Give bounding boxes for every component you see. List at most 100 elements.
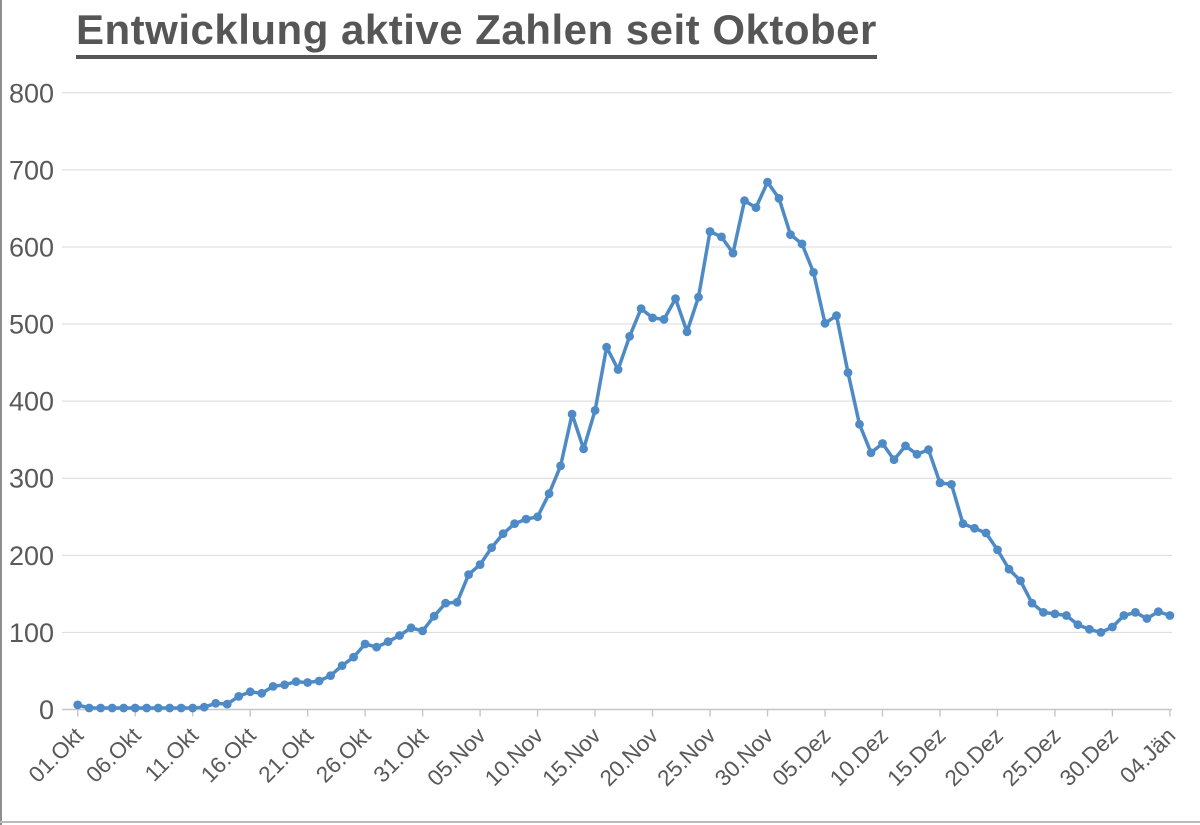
- data-point: [820, 318, 830, 328]
- data-point: [924, 445, 933, 455]
- x-tick-label: 25.Nov: [652, 722, 721, 791]
- data-point: [1050, 609, 1060, 619]
- data-point: [222, 699, 232, 709]
- data-point: [636, 304, 646, 313]
- data-point: [429, 611, 439, 621]
- data-point: [487, 543, 496, 552]
- data-point: [84, 703, 94, 713]
- data-point: [751, 203, 761, 213]
- x-tick-label: 05.Dez: [767, 723, 835, 791]
- x-tick-label: 05.Nov: [423, 722, 492, 791]
- x-tick-label: 21.Okt: [254, 722, 319, 787]
- data-point: [406, 623, 416, 633]
- data-point: [234, 692, 244, 701]
- y-tick-label: 500: [9, 310, 54, 340]
- data-point: [705, 227, 715, 236]
- y-tick-label: 0: [39, 695, 54, 725]
- data-point: [303, 678, 312, 687]
- data-point: [567, 409, 577, 419]
- data-point: [625, 332, 634, 341]
- data-point: [475, 560, 485, 569]
- data-point: [1096, 628, 1106, 637]
- data-point: [130, 703, 140, 713]
- data-point: [498, 529, 508, 539]
- data-point: [659, 315, 669, 324]
- data-point: [96, 703, 106, 713]
- chart-title: Entwicklung aktive Zahlen seit Oktober: [76, 6, 877, 59]
- data-point: [521, 514, 531, 524]
- data-point: [855, 419, 864, 429]
- data-point: [153, 703, 163, 713]
- y-tick-label: 700: [9, 155, 54, 185]
- data-point: [763, 177, 772, 187]
- data-point: [912, 449, 922, 459]
- x-tick-label: 10.Dez: [825, 723, 893, 791]
- data-point: [648, 313, 657, 323]
- x-tick-label: 31.Okt: [369, 722, 434, 787]
- data-point: [372, 642, 381, 652]
- x-tick-label: 15.Nov: [538, 722, 607, 791]
- data-point: [188, 703, 198, 713]
- y-tick-label: 100: [9, 618, 54, 648]
- x-tick-label: 06.Okt: [81, 722, 146, 787]
- data-point: [613, 365, 623, 374]
- x-axis-labels: 01.Okt06.Okt11.Okt16.Okt21.Okt26.Okt31.O…: [24, 722, 1181, 791]
- x-axis: [62, 708, 1172, 717]
- data-point: [1154, 607, 1163, 616]
- data-point: [107, 703, 117, 713]
- data-point: [1108, 622, 1117, 632]
- x-tick-label: 30.Dez: [1055, 723, 1123, 791]
- data-point: [383, 637, 393, 647]
- data-point: [832, 311, 841, 320]
- data-point: [843, 368, 853, 377]
- data-point: [510, 519, 519, 529]
- x-tick-label: 20.Nov: [595, 722, 664, 791]
- y-tick-label: 400: [9, 387, 54, 417]
- data-point: [970, 523, 979, 533]
- data-point: [1119, 611, 1129, 620]
- data-point: [901, 441, 910, 451]
- data-point: [314, 676, 324, 686]
- data-point: [280, 680, 289, 690]
- data-point: [740, 196, 749, 206]
- y-axis-labels: 0 100 200 300 400 500 600 700 800: [9, 78, 54, 725]
- data-point: [165, 703, 175, 713]
- data-point: [211, 698, 221, 708]
- x-tick-label: 01.Okt: [24, 722, 89, 787]
- data-point: [291, 677, 301, 687]
- data-point: [1085, 624, 1094, 634]
- data-point: [326, 671, 335, 680]
- data-point: [866, 448, 876, 458]
- x-tick-label: 04.Jän: [1115, 723, 1180, 788]
- data-point: [257, 688, 267, 698]
- data-point: [544, 489, 554, 498]
- data-point: [809, 268, 818, 277]
- data-point: [1039, 608, 1048, 617]
- y-tick-label: 200: [9, 541, 54, 571]
- data-point: [694, 292, 703, 302]
- data-point: [993, 545, 1002, 555]
- data-point: [1004, 564, 1014, 574]
- data-point: [889, 455, 899, 465]
- data-point: [682, 327, 692, 337]
- x-tick-label: 25.Dez: [997, 723, 1065, 791]
- data-point: [579, 444, 588, 454]
- x-tick-label: 20.Dez: [940, 723, 1008, 791]
- data-point: [797, 239, 807, 249]
- x-tick-label: 11.Okt: [140, 722, 204, 786]
- x-tick-label: 15.Dez: [882, 723, 950, 791]
- series-line: [75, 180, 1172, 710]
- x-tick-label: 16.Okt: [196, 722, 261, 787]
- data-point: [1131, 608, 1140, 617]
- data-point: [935, 478, 945, 488]
- data-point: [878, 439, 887, 448]
- data-point: [199, 702, 209, 712]
- data-point: [717, 232, 726, 242]
- data-point: [590, 406, 600, 415]
- data-point: [142, 703, 152, 713]
- data-point: [268, 682, 278, 691]
- x-tick-label: 10.Nov: [480, 722, 549, 791]
- data-point: [245, 687, 255, 697]
- data-point: [533, 512, 542, 522]
- data-point: [1016, 576, 1025, 586]
